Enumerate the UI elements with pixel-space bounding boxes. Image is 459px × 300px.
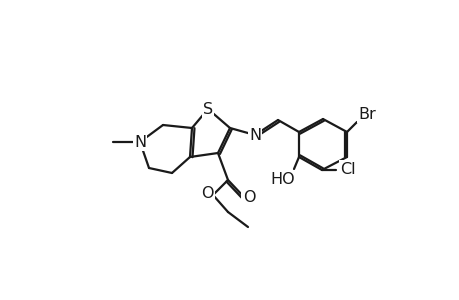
Text: Br: Br bbox=[358, 106, 375, 122]
Text: N: N bbox=[134, 134, 146, 149]
Text: O: O bbox=[242, 190, 255, 206]
Text: S: S bbox=[202, 101, 213, 116]
Text: O: O bbox=[200, 187, 213, 202]
Text: N: N bbox=[248, 128, 261, 142]
Text: Cl: Cl bbox=[340, 161, 355, 176]
Text: HO: HO bbox=[270, 172, 295, 187]
